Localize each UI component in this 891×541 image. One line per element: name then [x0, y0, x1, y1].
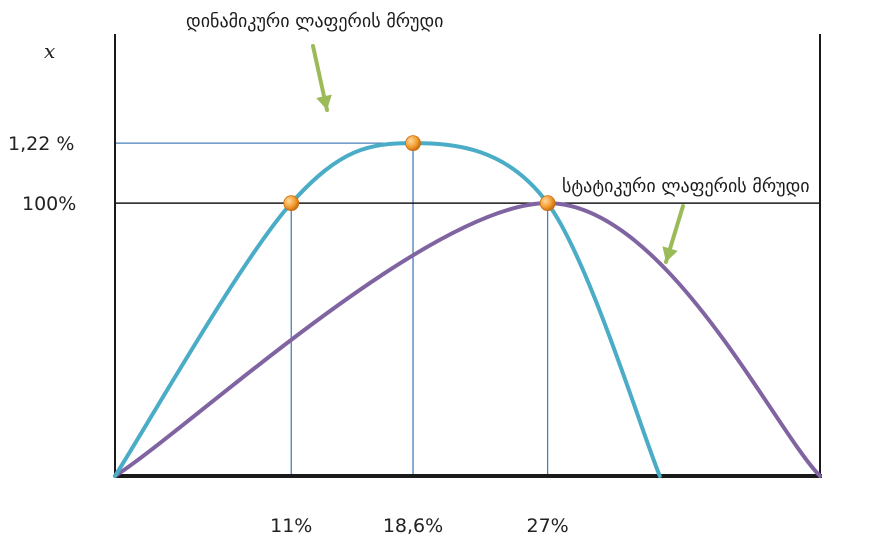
arrow-dynamic-head	[316, 94, 332, 110]
arrow-to-static-curve	[662, 204, 685, 264]
data-points	[283, 135, 556, 212]
y-axis-label: x	[44, 39, 55, 63]
x-tick-label-18-6: 18,6%	[383, 515, 443, 537]
static-curve-label: სტატიკური ლაფერის მრუდი	[562, 176, 810, 197]
data-point-1	[405, 135, 421, 152]
arrow-static-head	[662, 246, 678, 262]
arrow-to-dynamic-curve	[311, 44, 332, 112]
dynamic-curve-label: დინამიკური ლაფერის მრუდი	[186, 11, 444, 32]
data-point-2	[539, 195, 556, 212]
data-point-0	[283, 195, 300, 212]
static-laffer-curve	[113, 201, 822, 478]
y-tick-label-122: 1,22 %	[8, 133, 74, 155]
x-tick-label-27: 27%	[526, 515, 568, 537]
x-tick-label-11: 11%	[270, 515, 312, 537]
y-tick-label-100: 100%	[22, 193, 76, 215]
